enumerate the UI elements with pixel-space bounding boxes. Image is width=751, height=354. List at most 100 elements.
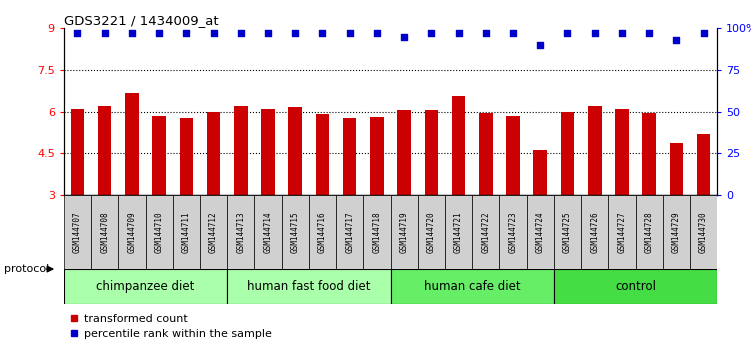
Bar xyxy=(670,143,683,195)
Bar xyxy=(343,119,357,195)
Text: GDS3221 / 1434009_at: GDS3221 / 1434009_at xyxy=(64,14,219,27)
Bar xyxy=(615,109,629,195)
Point xyxy=(289,30,301,36)
Text: human fast food diet: human fast food diet xyxy=(247,280,370,293)
Bar xyxy=(91,195,119,269)
Bar xyxy=(635,195,662,269)
Text: GSM144715: GSM144715 xyxy=(291,211,300,253)
Text: GSM144708: GSM144708 xyxy=(100,211,109,253)
Point xyxy=(371,30,383,36)
Point xyxy=(425,30,437,36)
Bar xyxy=(479,113,493,195)
Bar xyxy=(125,93,139,195)
Point xyxy=(534,42,546,48)
Legend: transformed count, percentile rank within the sample: transformed count, percentile rank withi… xyxy=(69,314,272,339)
Text: GSM144724: GSM144724 xyxy=(535,211,544,253)
Bar xyxy=(119,195,146,269)
Bar xyxy=(424,110,438,195)
Text: control: control xyxy=(615,280,656,293)
Text: GSM144729: GSM144729 xyxy=(672,211,681,253)
Bar xyxy=(370,117,384,195)
Bar xyxy=(588,106,602,195)
Text: GSM144709: GSM144709 xyxy=(128,211,137,253)
Bar xyxy=(261,109,275,195)
Bar xyxy=(526,195,554,269)
Bar xyxy=(506,116,520,195)
Text: GSM144726: GSM144726 xyxy=(590,211,599,253)
Text: GSM144713: GSM144713 xyxy=(237,211,246,253)
Bar xyxy=(309,195,336,269)
Text: chimpanzee diet: chimpanzee diet xyxy=(96,280,195,293)
Point xyxy=(562,30,574,36)
Text: GSM144712: GSM144712 xyxy=(209,211,218,253)
Bar xyxy=(418,195,445,269)
Bar xyxy=(227,269,391,304)
Bar xyxy=(472,195,499,269)
Bar xyxy=(207,112,220,195)
Point xyxy=(316,30,328,36)
Text: GSM144718: GSM144718 xyxy=(372,211,382,253)
Bar xyxy=(315,114,329,195)
Point xyxy=(126,30,138,36)
Text: GSM144710: GSM144710 xyxy=(155,211,164,253)
Text: GSM144711: GSM144711 xyxy=(182,211,191,253)
Point xyxy=(480,30,492,36)
Point xyxy=(398,34,410,40)
Bar xyxy=(152,116,166,195)
Bar xyxy=(363,195,391,269)
Bar xyxy=(71,109,84,195)
Text: GSM144717: GSM144717 xyxy=(345,211,354,253)
Text: protocol: protocol xyxy=(4,264,49,274)
Point xyxy=(671,37,683,43)
Text: GSM144720: GSM144720 xyxy=(427,211,436,253)
Point xyxy=(453,30,465,36)
Text: GSM144730: GSM144730 xyxy=(699,211,708,253)
Bar xyxy=(391,195,418,269)
Bar xyxy=(227,195,255,269)
Point xyxy=(616,30,628,36)
Bar xyxy=(336,195,363,269)
Bar xyxy=(146,195,173,269)
Bar xyxy=(173,195,200,269)
Bar xyxy=(452,96,466,195)
Bar xyxy=(697,134,710,195)
Point xyxy=(507,30,519,36)
Point xyxy=(344,30,356,36)
Bar xyxy=(554,269,717,304)
Bar xyxy=(255,195,282,269)
Point xyxy=(153,30,165,36)
Point xyxy=(589,30,601,36)
Point xyxy=(207,30,219,36)
Bar xyxy=(642,113,656,195)
Bar xyxy=(288,107,302,195)
Point xyxy=(71,30,83,36)
Bar xyxy=(533,150,547,195)
Bar xyxy=(662,195,690,269)
Text: GSM144716: GSM144716 xyxy=(318,211,327,253)
Bar xyxy=(561,112,575,195)
Point xyxy=(698,30,710,36)
Bar xyxy=(64,195,91,269)
Bar xyxy=(445,195,472,269)
Bar xyxy=(98,106,111,195)
Bar xyxy=(391,269,554,304)
Bar xyxy=(554,195,581,269)
Point xyxy=(180,30,192,36)
Bar xyxy=(200,195,227,269)
Text: GSM144725: GSM144725 xyxy=(563,211,572,253)
Point xyxy=(98,30,110,36)
Bar xyxy=(608,195,635,269)
Text: GSM144707: GSM144707 xyxy=(73,211,82,253)
Bar xyxy=(397,110,411,195)
Bar xyxy=(282,195,309,269)
Point xyxy=(262,30,274,36)
Text: human cafe diet: human cafe diet xyxy=(424,280,520,293)
Bar xyxy=(179,119,193,195)
Text: GSM144727: GSM144727 xyxy=(617,211,626,253)
Text: GSM144728: GSM144728 xyxy=(644,211,653,253)
Bar xyxy=(581,195,608,269)
Bar xyxy=(64,269,227,304)
Bar xyxy=(499,195,526,269)
Point xyxy=(643,30,655,36)
Text: GSM144723: GSM144723 xyxy=(508,211,517,253)
